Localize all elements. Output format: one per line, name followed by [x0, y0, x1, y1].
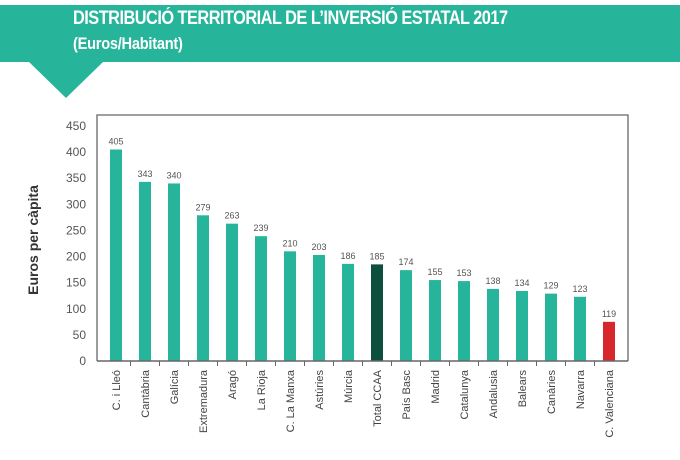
y-tick-label: 200 — [66, 250, 86, 264]
y-tick-label: 0 — [79, 354, 86, 368]
bar-5 — [226, 223, 238, 361]
value-labels: 405 343 340 279 263 239 210 203 186 185 174 155 153 1… — [108, 137, 616, 319]
category-label: Madrid — [430, 370, 442, 404]
bar-14 — [487, 288, 499, 361]
value-label: 405 — [108, 137, 123, 147]
bar-6 — [255, 236, 267, 361]
value-label: 153 — [456, 268, 471, 278]
category-label: Extremadura — [198, 369, 210, 433]
y-tick-label: 450 — [66, 119, 86, 133]
bar-1 — [110, 149, 122, 361]
value-label: 138 — [485, 276, 500, 286]
category-label: Astúries — [314, 370, 326, 410]
y-tick-label: 150 — [66, 276, 86, 290]
chart-title: DISTRIBUCIÓ TERRITORIAL DE L’INVERSIÓ ES… — [73, 8, 508, 29]
value-label: 123 — [572, 284, 587, 294]
value-label: 210 — [282, 238, 297, 248]
chart-subtitle: (Euros/Habitant) — [73, 34, 183, 53]
value-label: 279 — [195, 202, 210, 212]
value-label: 239 — [253, 223, 268, 233]
value-label: 185 — [369, 251, 384, 261]
category-label: Balears — [517, 370, 529, 408]
value-label: 340 — [166, 170, 181, 180]
banner-pointer — [28, 61, 104, 98]
value-label: 203 — [311, 242, 326, 252]
bar-7 — [284, 251, 296, 361]
bar-3 — [168, 183, 180, 361]
value-label: 174 — [398, 257, 413, 267]
plot-frame — [96, 114, 629, 366]
category-label: Aragó — [227, 370, 239, 399]
value-label: 263 — [224, 211, 239, 221]
bar-17 — [574, 296, 586, 361]
value-label: 343 — [137, 169, 152, 179]
bar-16 — [545, 293, 557, 361]
bar-11 — [400, 270, 412, 361]
category-label: Múrcia — [343, 369, 355, 403]
category-label: Total CCAA — [372, 369, 384, 427]
value-label: 186 — [340, 251, 355, 261]
y-tick-label: 100 — [66, 302, 86, 316]
bar-10 — [371, 264, 383, 361]
bar-9 — [342, 263, 354, 361]
y-axis-ticks: 0 50 100 150 200 250 300 350 400 450 — [66, 119, 86, 368]
category-label: C. La Manxa — [285, 369, 297, 432]
value-label: 119 — [602, 309, 616, 319]
bar-13 — [458, 281, 470, 361]
y-tick-label: 50 — [73, 328, 87, 342]
category-label: Canàries — [546, 370, 558, 415]
category-label: C. Valenciana — [604, 369, 616, 438]
bar-4 — [197, 215, 209, 361]
y-tick-label: 250 — [66, 223, 86, 237]
category-label: Navarra — [575, 369, 587, 409]
bar-15 — [516, 291, 528, 361]
category-label: Cantàbria — [140, 369, 152, 418]
category-label: Andalusia — [488, 369, 500, 418]
bars — [110, 149, 615, 361]
value-label: 155 — [427, 267, 442, 277]
y-tick-label: 350 — [66, 171, 86, 185]
bar-8 — [313, 254, 325, 361]
category-label: La Rioja — [256, 369, 268, 410]
y-tick-label: 300 — [66, 197, 86, 211]
value-label: 129 — [543, 281, 558, 291]
bar-2 — [139, 181, 151, 361]
category-label: Catalunya — [459, 369, 471, 419]
header-banner — [0, 5, 680, 62]
bar-18 — [603, 321, 615, 361]
value-label: 134 — [514, 278, 529, 288]
bar-12 — [429, 280, 441, 361]
category-label: País Basc — [401, 370, 413, 420]
category-labels: C. i Lleó Cantàbria Galícia Extremadura Arag… — [111, 369, 616, 438]
plot-border — [96, 114, 629, 361]
category-label: C. i Lleó — [111, 370, 123, 410]
y-tick-label: 400 — [66, 145, 86, 159]
category-label: Galícia — [169, 369, 181, 404]
